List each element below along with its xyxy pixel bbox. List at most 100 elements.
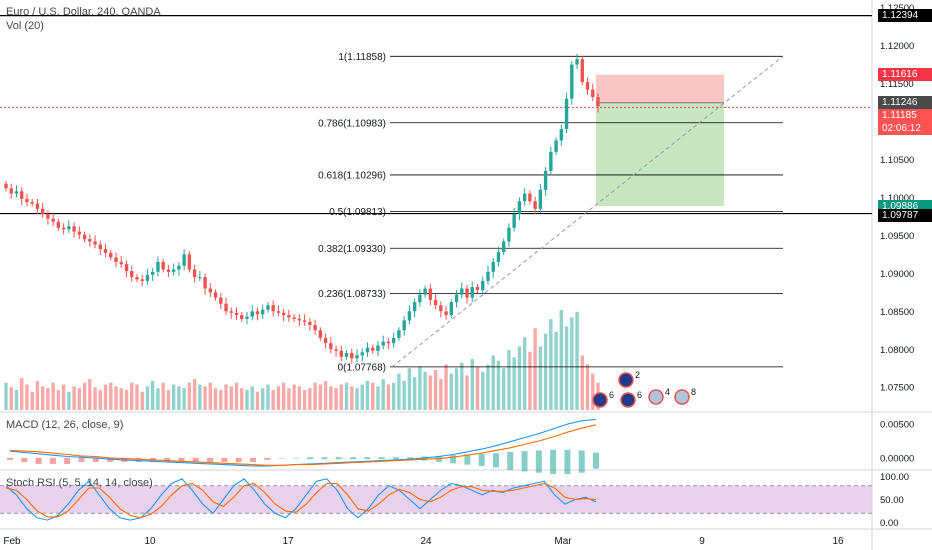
eu-flag-icon[interactable]: 6 xyxy=(620,390,642,408)
volume-bar xyxy=(292,384,296,410)
volume-bar xyxy=(449,373,454,410)
candle-body xyxy=(177,265,181,270)
price-tick-label: 1.12000 xyxy=(880,41,914,52)
volume-bar xyxy=(67,391,71,410)
candle-body xyxy=(501,241,506,253)
candle-body xyxy=(323,337,328,344)
stoch-rsi-indicator-label[interactable]: Stoch RSI (5, 5, 14, 14, close) xyxy=(6,477,153,489)
fib-trend-line xyxy=(391,55,784,368)
price-axis-label: 1.09787 xyxy=(878,209,932,223)
candle-body xyxy=(224,303,228,312)
volume-bar xyxy=(423,371,427,410)
eu-flag-icon[interactable]: 2 xyxy=(618,370,640,388)
macd-histogram-bar xyxy=(507,451,514,471)
candle-body xyxy=(171,269,176,272)
time-tick-label: Feb xyxy=(3,536,21,547)
economic-events[interactable]: 6 2 6 4 8 xyxy=(592,370,696,408)
volume-bar xyxy=(517,346,522,410)
volume-bar xyxy=(30,391,34,410)
us-flag-icon[interactable]: 4 xyxy=(648,387,670,405)
macd-histogram-bar xyxy=(478,453,485,466)
volume-bar xyxy=(433,370,438,410)
candle-body xyxy=(20,191,24,199)
volume-bar xyxy=(543,333,548,410)
time-tick-label: 9 xyxy=(699,536,705,547)
volume-bar xyxy=(460,362,464,410)
time-tick-label: 24 xyxy=(420,536,432,547)
fib-level-label: 1(1.11858) xyxy=(338,52,386,63)
fib-level-label: 0.618(1.10296) xyxy=(318,170,386,181)
macd-signal-line xyxy=(9,424,597,466)
volume-bar xyxy=(40,386,45,410)
candle-body xyxy=(67,226,71,230)
candle-body xyxy=(35,203,40,209)
macd-histogram-bar xyxy=(578,450,585,473)
candle-body xyxy=(156,261,160,272)
volume-bar xyxy=(407,368,412,410)
candle-body xyxy=(554,140,558,152)
volume-bar xyxy=(334,388,338,410)
candle-body xyxy=(570,64,574,99)
candle-body xyxy=(266,305,270,310)
time-tick-label: Mar xyxy=(554,536,572,547)
volume-bar xyxy=(418,366,422,410)
symbol-title[interactable]: Euro / U.S. Dollar, 240, OANDA xyxy=(6,6,161,18)
volume-bar xyxy=(297,386,302,410)
fib-level-label: 0(1.07768) xyxy=(338,362,386,373)
volume-bar xyxy=(208,382,213,410)
candle-body xyxy=(334,349,338,351)
volume-bar xyxy=(381,379,385,410)
fibonacci-retracement[interactable]: 1(1.11858) 0.786(1.10983) 0.618(1.10296) 0.… xyxy=(318,52,784,374)
volume-bar xyxy=(114,386,118,410)
volume-indicator-label[interactable]: Vol (20) xyxy=(6,20,44,32)
candle-body xyxy=(433,299,438,306)
volume-bar xyxy=(486,364,490,410)
stop-loss-zone xyxy=(596,74,724,103)
volume-bar xyxy=(130,382,134,410)
horizontal-lines[interactable] xyxy=(0,15,872,215)
candles xyxy=(4,53,600,364)
volume-bar xyxy=(507,350,511,410)
us-flag-icon[interactable]: 8 xyxy=(674,387,696,405)
volume-bar xyxy=(318,384,323,410)
macd-histogram-bar xyxy=(178,457,185,462)
macd-histogram-bar xyxy=(521,451,528,472)
volume-bar xyxy=(308,388,312,410)
macd-histogram-bar xyxy=(307,457,314,460)
candle-body xyxy=(208,288,213,293)
fib-level-label: 0.5(1.09813) xyxy=(329,207,386,218)
macd-histogram-bar xyxy=(321,457,328,460)
volume-bar xyxy=(124,390,129,410)
candle-body xyxy=(135,277,139,280)
volume-bar xyxy=(580,355,584,410)
candle-body xyxy=(271,305,275,312)
volume-bar xyxy=(14,390,19,410)
volume-bar xyxy=(51,382,55,410)
volume-bar xyxy=(371,382,375,410)
macd-indicator-label[interactable]: MACD (12, 26, close, 9) xyxy=(6,419,124,431)
candle-body xyxy=(61,227,66,230)
stoch-tick-label: 100.00 xyxy=(880,472,909,483)
eu-flag-icon[interactable]: 6 xyxy=(592,390,614,408)
candle-body xyxy=(355,355,359,359)
volume-bar xyxy=(428,375,433,410)
candle-body xyxy=(318,330,323,338)
volume-bar xyxy=(454,368,459,410)
price-tick-label: 1.10000 xyxy=(880,193,914,204)
candle-body xyxy=(449,302,454,316)
candle-body xyxy=(439,305,443,312)
candle-body xyxy=(376,345,380,351)
short-position-tool[interactable] xyxy=(596,74,724,207)
price-axis-label: 02:06:12 xyxy=(878,121,932,135)
macd-histogram-bar xyxy=(92,457,99,462)
volume-bar xyxy=(444,364,448,410)
volume-bar xyxy=(119,388,123,410)
volume-bar xyxy=(171,384,176,410)
time-tick-label: 17 xyxy=(282,536,294,547)
candle-body xyxy=(564,98,569,130)
candle-body xyxy=(428,288,433,300)
candle-body xyxy=(528,193,532,202)
volume-bar xyxy=(4,382,8,410)
volume-bar xyxy=(302,390,307,410)
